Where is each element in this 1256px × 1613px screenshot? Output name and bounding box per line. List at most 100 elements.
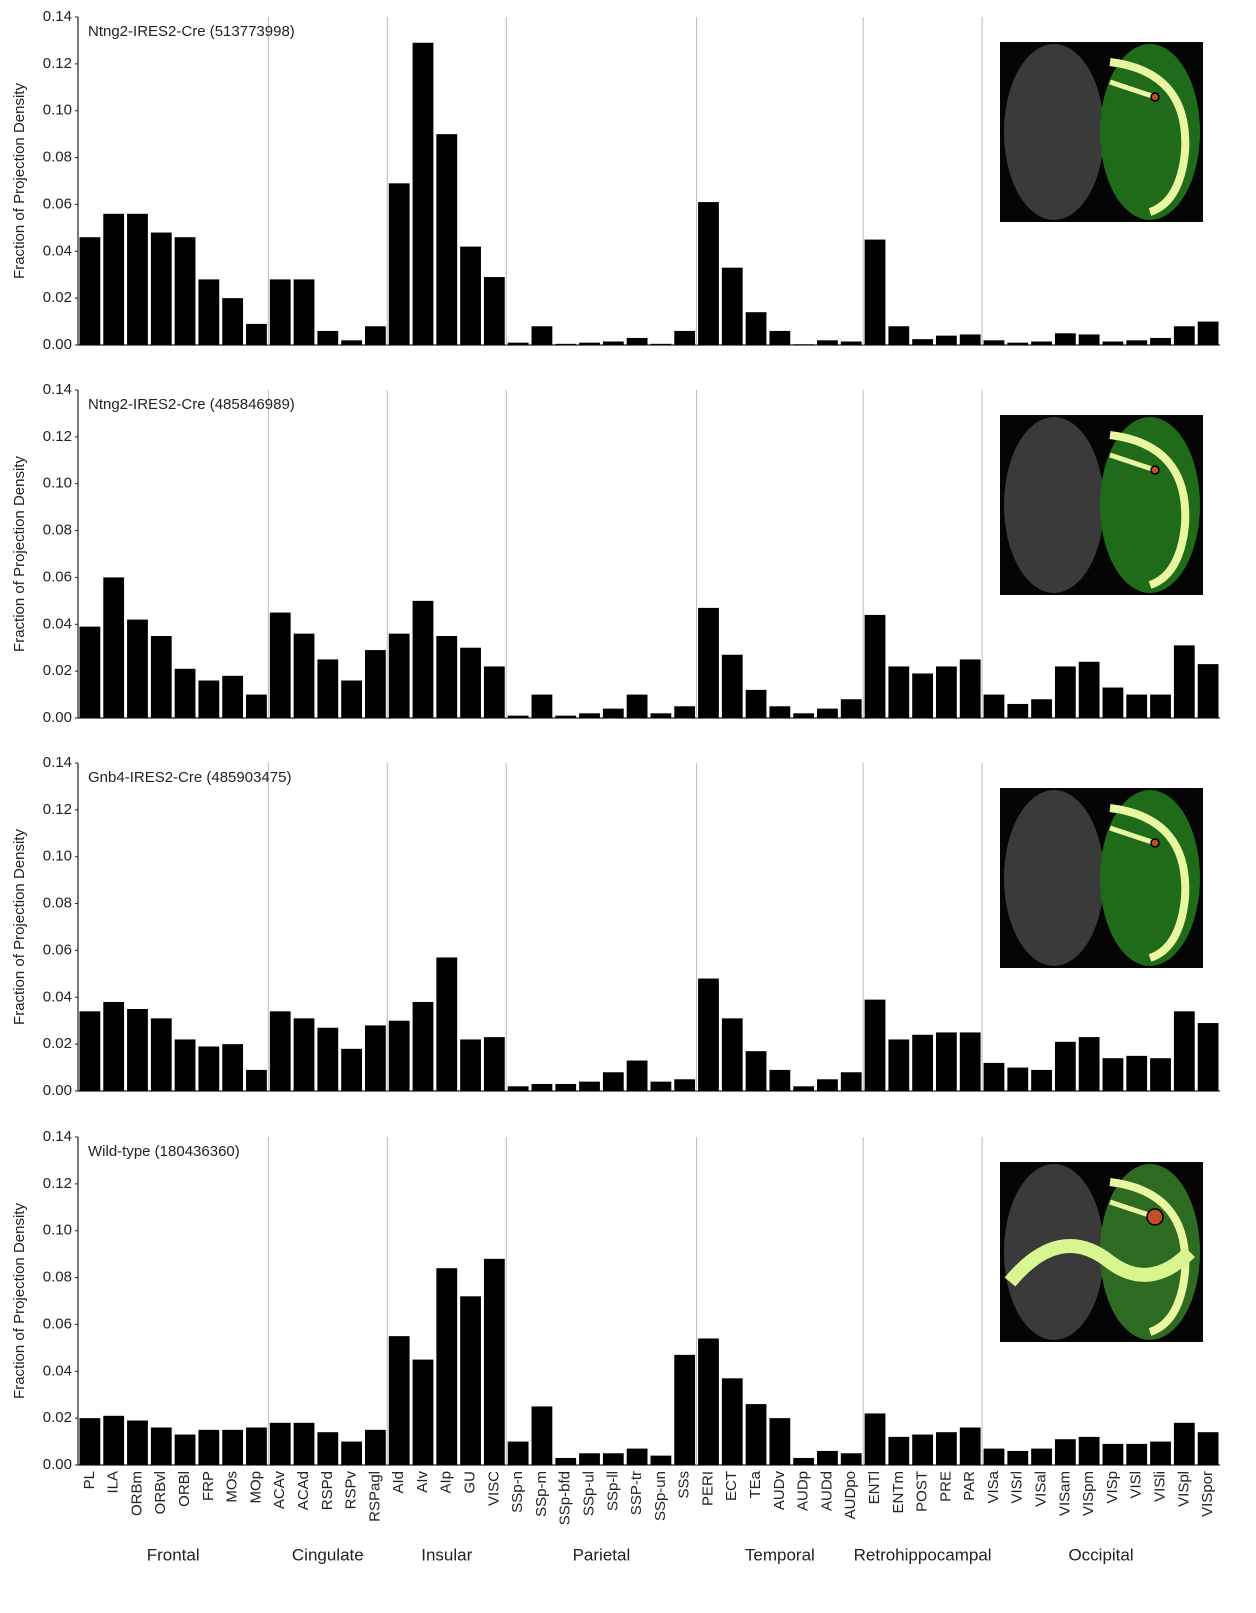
bar [198, 681, 219, 718]
bar [103, 1416, 124, 1465]
y-axis-title: Fraction of Projection Density [11, 83, 28, 279]
bar [674, 1079, 695, 1091]
x-tick-label: SSp-m [533, 1471, 550, 1517]
y-tick-label: 0.04 [43, 988, 72, 1005]
bar [627, 1449, 648, 1465]
region-label: Occipital [1068, 1545, 1133, 1564]
x-tick-label: ACAv [271, 1471, 288, 1510]
bar [413, 601, 434, 718]
bar [270, 613, 291, 718]
bar [555, 344, 576, 345]
bar [127, 1420, 148, 1465]
bar [746, 1051, 767, 1091]
x-tick-label: SSs [676, 1471, 693, 1499]
bar [865, 615, 886, 718]
x-tick-label: SSp-ll [604, 1471, 621, 1511]
bar [1126, 1444, 1147, 1465]
bar [722, 655, 743, 718]
bar [294, 634, 315, 718]
x-tick-label: MOp [247, 1471, 264, 1504]
bar [1055, 1042, 1076, 1091]
bar [532, 1406, 553, 1465]
y-axis-title: Fraction of Projection Density [11, 829, 28, 1025]
bar [674, 706, 695, 718]
bar [841, 341, 862, 345]
bar [222, 676, 243, 718]
x-tick-label: VISpm [1080, 1471, 1097, 1516]
bar [532, 326, 553, 345]
bar [317, 331, 338, 345]
y-tick-label: 0.10 [43, 475, 72, 492]
y-tick-label: 0.12 [43, 801, 72, 818]
x-tick-label: VISal [1033, 1471, 1050, 1507]
y-tick-label: 0.04 [43, 615, 72, 632]
x-tick-label: ACAd [295, 1471, 312, 1510]
y-tick-label: 0.10 [43, 848, 72, 865]
injection-site [1151, 93, 1159, 101]
bar [270, 1011, 291, 1091]
x-tick-label: VISam [1056, 1471, 1073, 1516]
bar [270, 1423, 291, 1465]
chart: 0.000.020.040.060.080.100.120.14Fraction… [0, 0, 1256, 1613]
bar [651, 1082, 672, 1091]
region-label: Frontal [147, 1545, 200, 1564]
bar [912, 673, 933, 718]
bar [651, 713, 672, 718]
bar [151, 233, 172, 345]
bar [1055, 333, 1076, 345]
bar [769, 1418, 790, 1465]
bar [674, 331, 695, 345]
bar [936, 336, 957, 345]
bar [389, 183, 410, 345]
x-tick-label: ECT [723, 1471, 740, 1501]
bar [960, 1428, 981, 1465]
bar [484, 277, 505, 345]
x-tick-label: SSp-un [652, 1471, 669, 1521]
bar [793, 1458, 814, 1465]
bar [103, 577, 124, 718]
brain-hemisphere [1004, 44, 1104, 220]
bar [865, 1000, 886, 1091]
injection-site [1147, 1209, 1163, 1225]
brain-hemisphere [1004, 790, 1104, 966]
bar [508, 343, 529, 345]
y-tick-label: 0.00 [43, 1082, 72, 1099]
bar [436, 636, 457, 718]
x-tick-label: PRE [937, 1471, 954, 1502]
bar [603, 1072, 624, 1091]
bar [769, 331, 790, 345]
y-tick-label: 0.14 [43, 381, 72, 398]
panel-title: Ntng2-IRES2-Cre (485846989) [88, 396, 295, 413]
bar [508, 1086, 529, 1091]
y-tick-label: 0.10 [43, 102, 72, 119]
bar [555, 1084, 576, 1091]
bar [1198, 664, 1219, 718]
bar [579, 713, 600, 718]
bar [294, 279, 315, 345]
y-tick-label: 0.08 [43, 895, 72, 912]
bar [936, 1032, 957, 1091]
bar [698, 202, 719, 345]
bar [1079, 662, 1100, 718]
x-tick-label: RSPd [319, 1471, 336, 1510]
x-tick-label: VISrl [1009, 1471, 1026, 1504]
bar [246, 1070, 267, 1091]
x-tick-label: SSp-ul [580, 1471, 597, 1516]
y-axis-title: Fraction of Projection Density [11, 1203, 28, 1399]
bar [1150, 338, 1171, 345]
bar [1079, 1437, 1100, 1465]
x-tick-label: GU [462, 1471, 479, 1494]
bar [746, 1404, 767, 1465]
x-tick-label: VISa [985, 1470, 1002, 1503]
y-axis-title: Fraction of Projection Density [11, 456, 28, 652]
bar [579, 1082, 600, 1091]
bar [1174, 1011, 1195, 1091]
x-tick-label: FRP [200, 1471, 217, 1501]
x-tick-label: ORBl [176, 1471, 193, 1507]
bar [389, 1021, 410, 1091]
bar [817, 709, 838, 718]
bar [888, 1039, 909, 1091]
bar [1150, 1442, 1171, 1465]
bar [127, 620, 148, 718]
bar [484, 666, 505, 718]
